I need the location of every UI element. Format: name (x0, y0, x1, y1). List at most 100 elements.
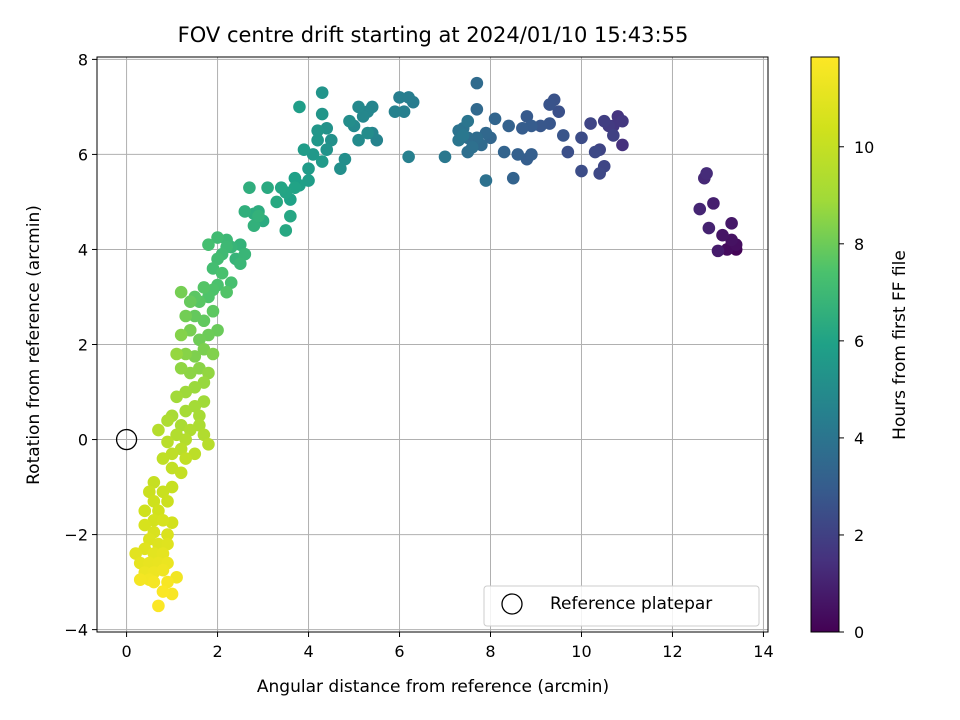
colorbar-tick-label: 8 (854, 235, 864, 254)
data-point (561, 145, 575, 159)
data-point (174, 466, 188, 480)
data-point (588, 145, 602, 159)
data-point (220, 285, 233, 299)
data-point (466, 140, 479, 154)
x-tick-label: 10 (571, 642, 591, 661)
data-point (552, 105, 566, 118)
data-point (525, 148, 538, 161)
data-point (138, 518, 152, 532)
data-point (147, 476, 161, 489)
data-point (161, 528, 174, 541)
data-point (202, 238, 215, 252)
data-point (161, 414, 174, 427)
data-point (238, 247, 252, 261)
y-tick-label: 6 (78, 145, 88, 164)
data-point (179, 452, 193, 465)
data-point (543, 98, 556, 111)
data-point (202, 366, 215, 380)
colorbar-tick-label: 2 (854, 526, 864, 545)
reference-marker (115, 428, 138, 451)
data-point (188, 309, 202, 323)
data-point (152, 504, 165, 518)
chart-title: FOV centre drift starting at 2024/01/10 … (178, 23, 689, 47)
data-point (179, 347, 193, 361)
data-point (224, 276, 238, 290)
data-point (402, 91, 415, 104)
data-point (393, 91, 406, 104)
data-point (193, 409, 206, 423)
data-point (584, 117, 597, 130)
data-point (161, 495, 174, 508)
data-point (179, 309, 193, 323)
data-point (170, 390, 183, 404)
colorbar-tick-label: 4 (854, 429, 864, 448)
scatter-points (129, 76, 743, 613)
data-point (152, 423, 165, 437)
data-point (156, 563, 170, 577)
data-point (556, 129, 570, 142)
y-tick-label: 2 (78, 336, 88, 355)
data-point (315, 155, 329, 168)
data-point (388, 105, 402, 118)
data-point (161, 575, 174, 589)
data-point (211, 231, 224, 244)
colorbar-ticks: 0 2 4 6 8 10 (839, 138, 874, 642)
data-point (143, 556, 156, 570)
data-point (243, 181, 256, 194)
data-point (156, 514, 170, 527)
data-point (138, 504, 152, 518)
y-tick-label: −4 (64, 621, 88, 640)
data-point (315, 107, 329, 121)
data-point (183, 295, 197, 309)
data-point (197, 281, 211, 294)
data-point (334, 162, 347, 175)
x-axis-label: Angular distance from reference (arcmin) (257, 677, 609, 697)
data-point (274, 181, 288, 194)
data-point (174, 328, 188, 342)
data-point (183, 423, 197, 437)
data-point (516, 121, 529, 135)
legend: Reference platepar (483, 585, 760, 627)
data-point (174, 361, 188, 375)
data-point (215, 266, 229, 280)
y-tick-label: 8 (78, 50, 88, 69)
data-point (511, 148, 525, 161)
colorbar-tick-label: 10 (854, 138, 874, 157)
data-point (179, 404, 193, 418)
y-axis-ticks: −4 −2 0 2 4 6 8 (64, 50, 97, 640)
data-point (575, 164, 588, 178)
data-point (147, 575, 161, 589)
data-point (502, 119, 515, 133)
data-point (211, 252, 224, 266)
x-tick-label: 14 (753, 642, 773, 661)
y-tick-label: 0 (78, 431, 88, 450)
data-point (725, 217, 738, 230)
data-point (702, 221, 716, 235)
x-tick-label: 6 (394, 642, 404, 661)
data-point (352, 100, 365, 114)
data-point (156, 585, 170, 598)
y-axis-label: Rotation from reference (arcmin) (24, 205, 44, 485)
data-point (456, 129, 470, 142)
data-point (311, 133, 324, 147)
colorbar-tick-label: 0 (854, 623, 864, 642)
data-point (616, 114, 629, 128)
data-point (461, 114, 475, 128)
legend-label: Reference platepar (550, 594, 712, 614)
data-point (233, 257, 247, 271)
data-point (161, 435, 174, 449)
data-point (597, 114, 611, 128)
data-point (397, 105, 411, 118)
data-point (497, 145, 511, 159)
data-point (356, 110, 370, 123)
reference-marker-group (115, 428, 138, 451)
data-point (279, 224, 293, 237)
data-point (311, 124, 324, 137)
data-point (575, 131, 588, 145)
x-tick-label: 2 (212, 642, 222, 661)
data-point (700, 167, 713, 180)
data-point (156, 452, 170, 465)
x-tick-label: 8 (485, 642, 495, 661)
data-point (193, 333, 206, 347)
colorbar (810, 56, 840, 633)
